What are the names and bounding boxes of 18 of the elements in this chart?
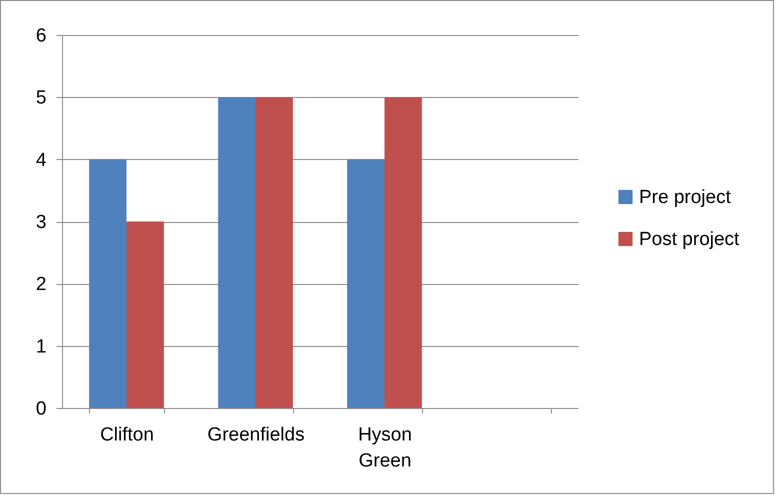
y-tick-label: 3 (36, 212, 46, 233)
x-tick-label: Greenfields (207, 424, 305, 446)
bar (218, 97, 256, 408)
bar (126, 222, 164, 408)
y-tick-label: 5 (36, 88, 46, 109)
y-tick-label: 4 (36, 150, 47, 171)
y-tick-label: 2 (36, 274, 46, 296)
y-tick-label: 6 (36, 26, 46, 46)
legend-label: Post project (639, 229, 740, 250)
y-tick-label: 1 (36, 336, 46, 358)
legend-label: Pre project (639, 187, 732, 208)
bar (347, 159, 384, 408)
x-tick-label: Hyson Green (358, 424, 412, 472)
bar (384, 97, 422, 408)
x-tick-label: Clifton (100, 424, 154, 446)
y-tick-label: 0 (36, 398, 46, 420)
bar (89, 159, 126, 408)
bar (256, 97, 293, 408)
